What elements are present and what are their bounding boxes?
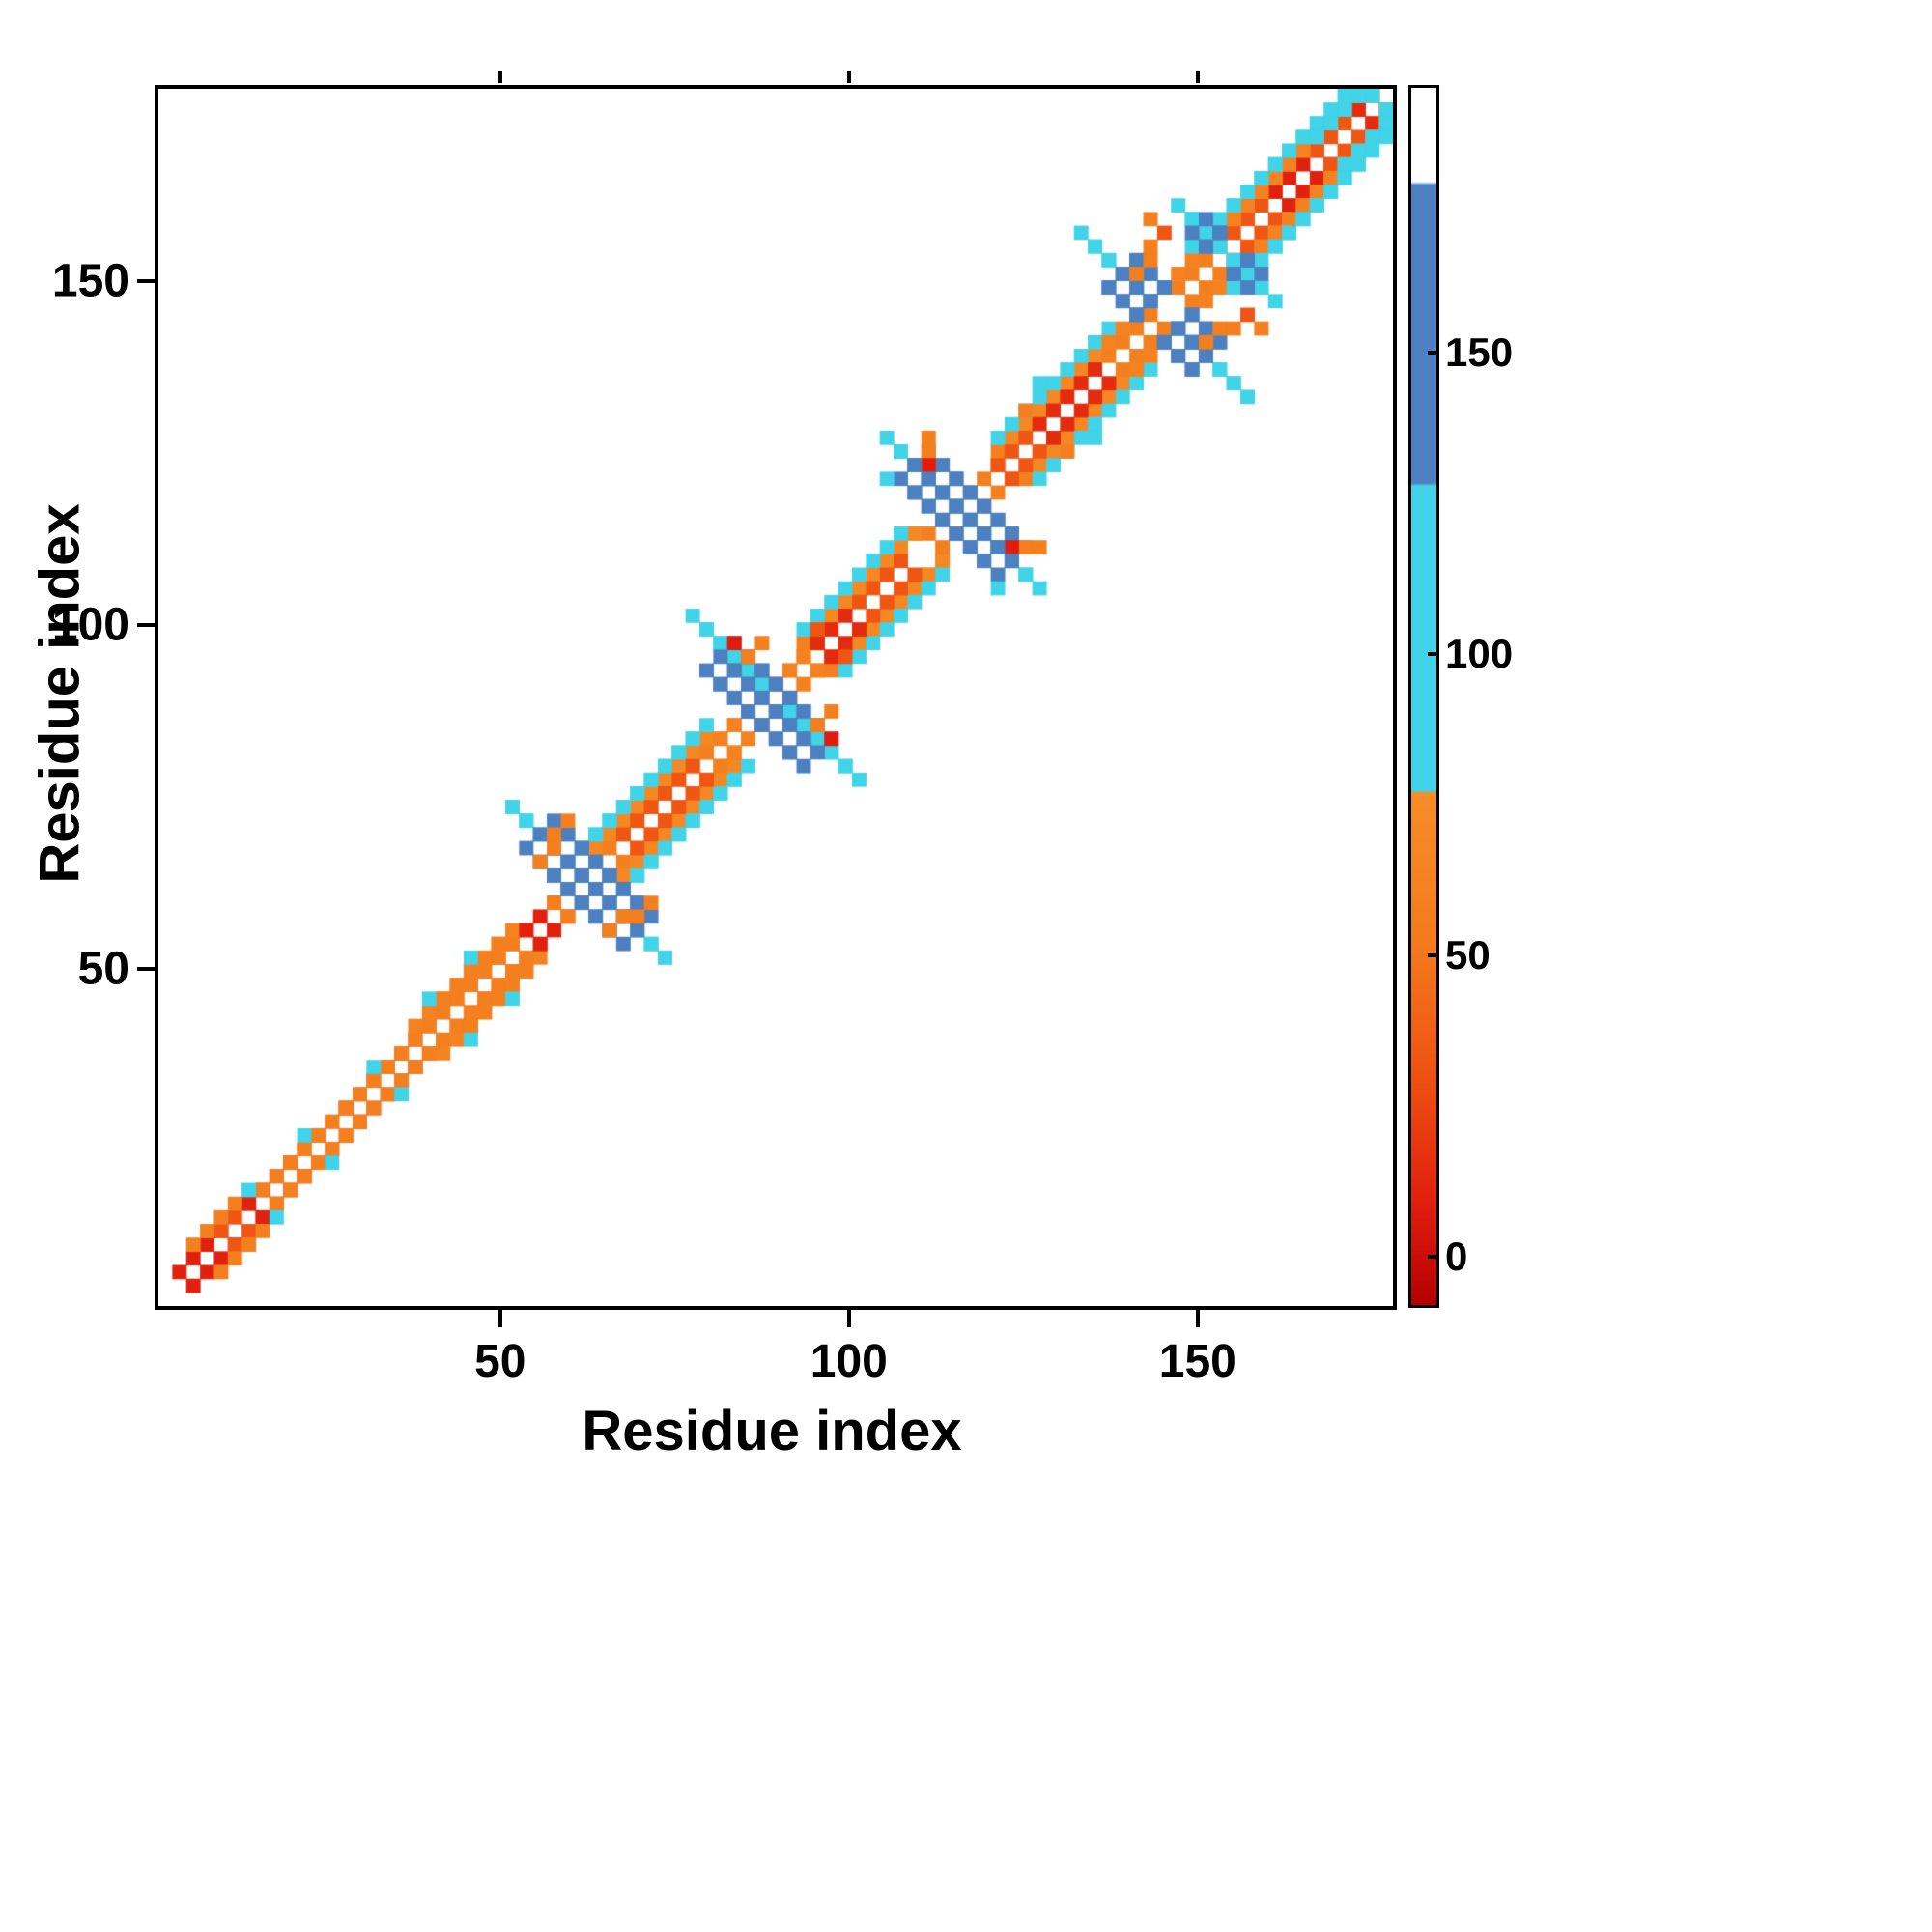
y-tick-mark xyxy=(137,279,155,284)
colorbar-tick-label: 100 xyxy=(1445,631,1514,677)
colorbar-tick-mark xyxy=(1428,953,1439,958)
colorbar-tick-mark xyxy=(1428,1255,1439,1260)
x-tick-mark xyxy=(497,1310,502,1327)
y-tick-label: 50 xyxy=(77,943,129,995)
x-tick-label: 100 xyxy=(810,1336,888,1387)
y-tick-label: 150 xyxy=(51,255,129,307)
x-tick-mark xyxy=(846,1310,851,1327)
x-tick-mark-top xyxy=(497,71,502,83)
x-axis-label: Residue index xyxy=(582,1400,962,1463)
colorbar-tick-label: 150 xyxy=(1445,329,1514,376)
y-tick-mark xyxy=(137,967,155,972)
x-tick-label: 50 xyxy=(474,1336,526,1387)
colorbar-tick-mark xyxy=(1428,652,1439,657)
y-axis-label: Residue index xyxy=(28,503,92,884)
plot-area xyxy=(155,85,1397,1310)
colorbar-canvas xyxy=(1411,88,1436,1305)
colorbar-tick-mark xyxy=(1428,351,1439,355)
x-tick-mark xyxy=(1195,1310,1200,1327)
x-tick-mark-top xyxy=(846,71,851,83)
y-tick-mark xyxy=(137,623,155,628)
heatmap-canvas xyxy=(158,89,1393,1306)
colorbar-tick-label: 0 xyxy=(1445,1234,1468,1280)
colorbar xyxy=(1408,85,1439,1308)
x-tick-mark-top xyxy=(1195,71,1200,83)
colorbar-tick-label: 50 xyxy=(1445,932,1491,979)
x-tick-label: 150 xyxy=(1158,1336,1236,1387)
y-tick-label: 100 xyxy=(51,599,129,651)
